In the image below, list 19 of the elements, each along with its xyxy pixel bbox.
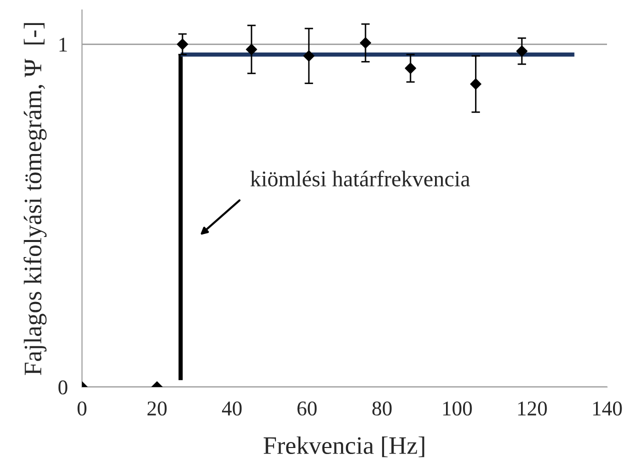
x-tick-label: 80 <box>372 401 392 416</box>
x-tick-label: 100 <box>443 401 472 416</box>
y-axis-title: Fajlagos kifolyási tömegrám, Ψ [-] <box>24 23 47 376</box>
point <box>516 45 528 57</box>
annotation: kiömlési határfrekvencia <box>250 170 470 186</box>
x-tick-label: 40 <box>222 401 242 416</box>
point <box>404 62 416 74</box>
point <box>303 50 315 62</box>
x-tick-label: 0 <box>78 401 86 416</box>
x-tick-label: 60 <box>297 401 317 416</box>
x-tick-label: 20 <box>148 401 167 416</box>
x-tick-label: 140 <box>593 401 622 416</box>
point <box>470 78 482 90</box>
y-tick-label: 1 <box>60 38 67 52</box>
point <box>360 37 372 49</box>
x-tick-label: 120 <box>518 401 547 416</box>
point <box>176 38 188 50</box>
point <box>246 44 258 56</box>
x-axis-title: Frekvencia [Hz] <box>264 436 424 458</box>
